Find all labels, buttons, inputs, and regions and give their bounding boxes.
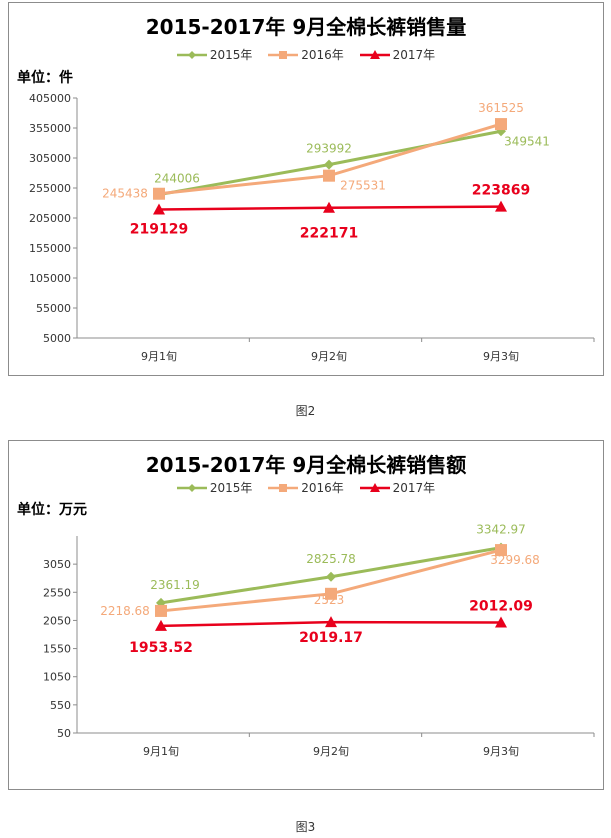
data-label: 2019.17 [299,630,363,646]
data-label: 3342.97 [476,523,526,537]
x-tick-label: 9月1旬 [143,745,179,758]
legend-label: 2015年 [209,481,253,495]
data-label: 244006 [154,172,200,186]
figure-caption: 图2 [295,404,316,418]
data-label: 2361.19 [150,578,200,592]
data-point [323,169,335,182]
chart-legend: 2015年 2016年 2017年 [9,479,603,496]
data-label: 222171 [300,226,358,242]
y-tick-label: 55000 [36,302,71,315]
y-tick-label: 3050 [43,558,71,571]
legend-label: 2015年 [209,48,253,62]
x-tick-label: 9月1旬 [141,350,177,363]
y-tick-label: 305000 [29,152,71,165]
x-tick-label: 9月2旬 [313,745,349,758]
data-label: 1953.52 [129,640,193,656]
y-tick-label: 2050 [43,614,71,627]
data-point [495,544,507,557]
chart-legend: 2015年 2016年 2017年 [9,46,603,63]
data-point [155,619,167,631]
y-tick-label: 155000 [29,242,71,255]
data-label: 2825.78 [306,552,356,566]
legend-label: 2017年 [392,481,436,495]
legend-item-2015: 2015年 [176,479,253,496]
data-label: 2523 [314,593,345,607]
legend-item-2016: 2016年 [268,46,344,63]
legend-swatch-2017-icon [359,49,390,59]
legend-item-2017: 2017年 [359,479,436,496]
chart-panel-revenue: 2015-2017年 9月全棉长裤销售额 2015年 2016年 2017年 单… [8,440,604,790]
y-tick-label: 355000 [29,122,71,135]
y-tick-label: 105000 [29,272,71,285]
legend-item-2015: 2015年 [176,46,253,63]
y-tick-label: 405000 [29,92,71,105]
data-point [153,187,165,200]
x-tick-label: 9月2旬 [311,350,347,363]
data-point [323,201,335,213]
data-point [153,203,165,215]
data-point [495,200,507,212]
figure-caption: 图3 [295,820,316,834]
legend-label: 2016年 [301,481,344,495]
data-point [325,616,337,628]
legend-label: 2016年 [301,48,344,62]
data-label: 293992 [306,142,352,156]
data-label: 3299.68 [490,553,540,567]
legend-swatch-2017-icon [359,482,390,492]
data-label: 275531 [340,179,386,193]
data-label: 2012.09 [469,599,533,615]
y-tick-label: 1550 [43,643,71,656]
data-point [324,159,334,170]
data-point [155,604,167,617]
chart-panel-quantity: 2015-2017年 9月全棉长裤销售量 2015年 2016年 2017年 单… [8,2,604,376]
y-tick-label: 1050 [43,671,71,684]
legend-swatch-2016-icon [268,483,299,492]
legend-swatch-2015-icon [176,483,207,492]
data-point [496,126,506,137]
data-label: 349541 [504,134,550,148]
data-point [495,616,507,628]
legend-label: 2017年 [392,48,436,62]
legend-swatch-2015-icon [176,50,207,59]
series-line-2016年 [158,122,502,196]
y-tick-label: 550 [50,699,71,712]
data-label: 223869 [472,183,530,199]
data-point [495,118,507,131]
data-label: 2218.68 [100,604,150,618]
plot-area: 3050 2550 2050 1550 1050 550 50 9月1旬 9月2旬 9月3旬 236… [43,523,595,758]
legend-swatch-2016-icon [268,50,299,59]
unit-label: 单位：万元 [17,502,87,518]
chart-title: 2015-2017年 9月全棉长裤销售量 [145,15,467,39]
chart-title: 2015-2017年 9月全棉长裤销售额 [145,453,467,477]
x-tick-label: 9月3旬 [483,350,519,363]
plot-area: 405000 355000 305000 255000 205000 155000 1050… [29,92,595,363]
y-tick-label: 205000 [29,212,71,225]
y-tick-label: 255000 [29,182,71,195]
data-point [325,587,337,600]
data-point [326,571,336,582]
y-tick-label: 50 [57,727,71,740]
data-label: 245438 [102,187,148,201]
data-label: 219129 [130,222,188,238]
y-tick-label: 2550 [43,586,71,599]
legend-item-2016: 2016年 [268,479,344,496]
unit-label: 单位：件 [17,70,73,86]
legend-item-2017: 2017年 [359,46,436,63]
y-tick-label: 5000 [43,332,71,345]
data-label: 361525 [478,101,524,115]
x-tick-label: 9月3旬 [483,745,519,758]
